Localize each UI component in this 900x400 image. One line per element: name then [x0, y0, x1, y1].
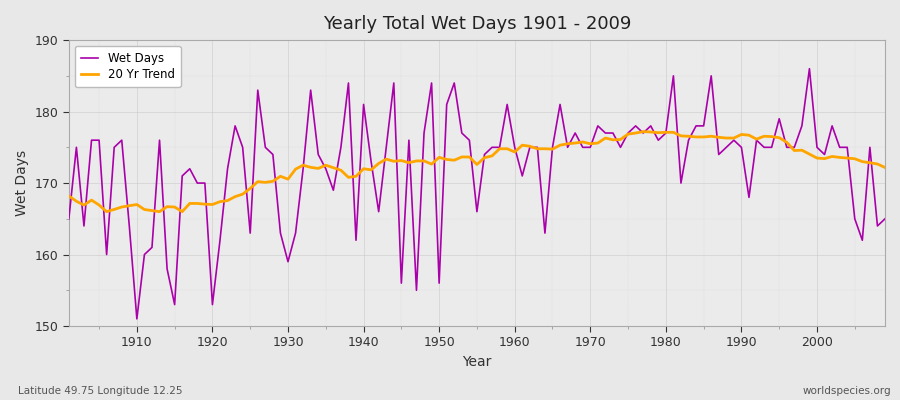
Wet Days — [124, 224, 135, 228]
X-axis label: Year: Year — [463, 355, 491, 369]
Wet Days — [63, 216, 74, 221]
20 Yr Trend — [509, 150, 520, 154]
Y-axis label: Wet Days: Wet Days — [15, 150, 29, 216]
20 Yr Trend — [298, 163, 309, 168]
Wet Days — [608, 131, 618, 136]
20 Yr Trend — [343, 175, 354, 180]
Wet Days — [131, 316, 142, 321]
Line: 20 Yr Trend: 20 Yr Trend — [68, 132, 885, 212]
20 Yr Trend — [101, 209, 112, 214]
20 Yr Trend — [608, 138, 618, 142]
Wet Days — [509, 145, 520, 150]
Wet Days — [804, 66, 814, 71]
Wet Days — [298, 166, 309, 171]
20 Yr Trend — [879, 165, 890, 170]
20 Yr Trend — [131, 202, 142, 207]
Legend: Wet Days, 20 Yr Trend: Wet Days, 20 Yr Trend — [75, 46, 181, 87]
Title: Yearly Total Wet Days 1901 - 2009: Yearly Total Wet Days 1901 - 2009 — [323, 15, 631, 33]
Text: worldspecies.org: worldspecies.org — [803, 386, 891, 396]
Wet Days — [879, 216, 890, 221]
Wet Days — [343, 80, 354, 85]
20 Yr Trend — [517, 143, 527, 148]
Wet Days — [517, 174, 527, 178]
Text: Latitude 49.75 Longitude 12.25: Latitude 49.75 Longitude 12.25 — [18, 386, 183, 396]
Line: Wet Days: Wet Days — [68, 69, 885, 319]
20 Yr Trend — [638, 129, 649, 134]
20 Yr Trend — [63, 194, 74, 198]
